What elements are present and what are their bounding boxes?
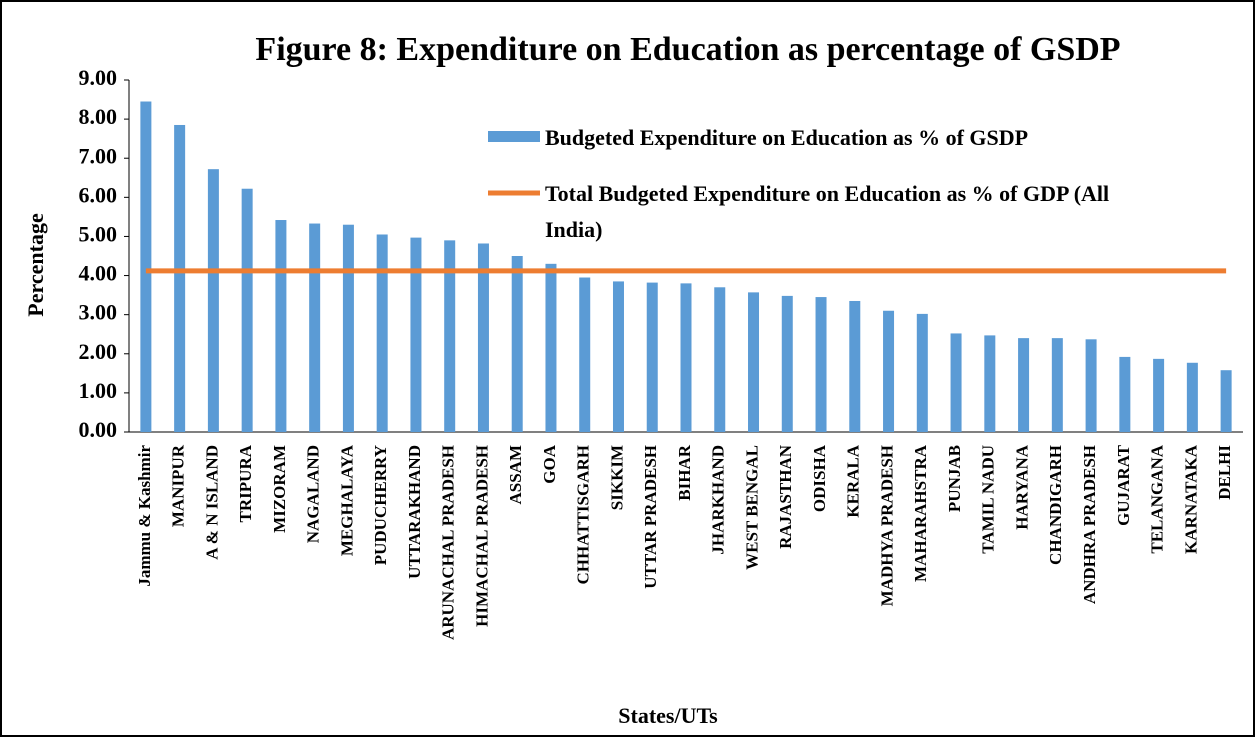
x-tick-label: RAJASTHAN: [776, 444, 795, 549]
bar: [748, 292, 760, 432]
x-tick-label: HIMACHAL PRADESH: [472, 445, 491, 627]
x-tick-label: SIKKIM: [607, 445, 626, 510]
bar: [815, 297, 827, 432]
x-tick-label: BIHAR: [675, 444, 694, 500]
x-tick-label: PUNJAB: [945, 445, 964, 512]
bar: [1186, 362, 1198, 432]
bar: [1153, 358, 1165, 432]
x-tick-label: NAGALAND: [304, 445, 323, 543]
bar: [140, 101, 152, 432]
y-tick-label: 3.00: [79, 300, 118, 325]
x-tick-label: TRIPURA: [236, 444, 255, 522]
x-tick-label: GUJARAT: [1114, 444, 1133, 526]
x-tick-label: WEST BENGAL: [742, 445, 761, 570]
x-tick-label: UTTAR PRADESH: [641, 445, 660, 589]
bar: [1018, 338, 1030, 432]
bar: [849, 300, 861, 432]
chart-title: Figure 8: Expenditure on Education as pe…: [255, 31, 1120, 68]
y-tick-label: 1.00: [79, 378, 118, 403]
y-tick-label: 4.00: [79, 261, 118, 286]
bar: [207, 169, 219, 432]
x-tick-label: GOA: [540, 444, 559, 483]
x-tick-label: TELANGANA: [1148, 444, 1167, 553]
x-tick-label: PUDUCHERRY: [371, 445, 390, 565]
bar: [680, 283, 692, 432]
x-tick-label: CHANDIGARH: [1046, 445, 1065, 565]
y-tick-label: 9.00: [79, 65, 118, 90]
x-axis-title: States/UTs: [618, 703, 718, 728]
bar: [241, 188, 253, 432]
y-tick-label: 6.00: [79, 182, 118, 207]
x-tick-label: A & N ISLAND: [202, 445, 221, 560]
legend-swatch: [488, 131, 540, 142]
bar: [1119, 356, 1131, 432]
x-tick-label: MAHARAHSTRA: [911, 444, 930, 582]
bar: [545, 263, 557, 432]
bar: [1051, 338, 1063, 432]
bar: [511, 256, 523, 432]
bar: [916, 313, 928, 432]
x-tick-label: ASSAM: [506, 445, 525, 505]
bar: [444, 240, 456, 432]
y-axis-title: Percentage: [23, 213, 48, 317]
bar: [1085, 339, 1097, 432]
bar: [579, 277, 591, 432]
bar: [376, 234, 388, 432]
legend-label: Total Budgeted Expenditure on Education …: [545, 181, 1110, 242]
bar: [950, 333, 962, 432]
bar: [410, 237, 422, 432]
x-tick-label: ANDHRA PRADESH: [1080, 445, 1099, 604]
x-tick-label: MEGHALAYA: [337, 444, 356, 556]
bar: [781, 295, 793, 432]
x-tick-label: HARYANA: [1012, 444, 1031, 529]
bar: [174, 124, 186, 432]
bar: [646, 282, 658, 432]
x-tick-label: ARUNACHAL PRADESH: [439, 445, 458, 640]
x-tick-label: Jammu & Kashmir: [135, 445, 154, 587]
y-tick-label: 2.00: [79, 339, 118, 364]
bar: [984, 335, 996, 432]
bar: [342, 224, 354, 432]
x-tick-label: DELHI: [1215, 445, 1234, 500]
bar: [612, 281, 624, 432]
x-tick-label: JHARKHAND: [709, 445, 728, 555]
y-tick-label: 7.00: [79, 143, 118, 168]
legend-label: Budgeted Expenditure on Education as % o…: [545, 125, 1029, 150]
x-tick-label: TAMIL NADU: [979, 445, 998, 554]
x-tick-label: ODISHA: [810, 444, 829, 512]
x-tick-label: MIZORAM: [270, 445, 289, 533]
bar: [714, 287, 726, 432]
y-tick-label: 0.00: [79, 417, 118, 442]
bar: [275, 220, 287, 432]
bar: [477, 243, 489, 432]
y-tick-label: 5.00: [79, 221, 118, 246]
x-tick-label: UTTARAKHAND: [405, 445, 424, 579]
x-tick-label: CHHATTISGARH: [574, 445, 593, 585]
x-tick-label: KERALA: [844, 444, 863, 517]
bar: [309, 223, 321, 432]
bar: [883, 310, 895, 432]
y-tick-label: 8.00: [79, 104, 118, 129]
x-tick-label: MANIPUR: [169, 444, 188, 527]
x-tick-label: KARNATAKA: [1181, 444, 1200, 554]
bar: [1220, 370, 1232, 432]
x-tick-label: MADHYA PRADESH: [877, 445, 896, 606]
